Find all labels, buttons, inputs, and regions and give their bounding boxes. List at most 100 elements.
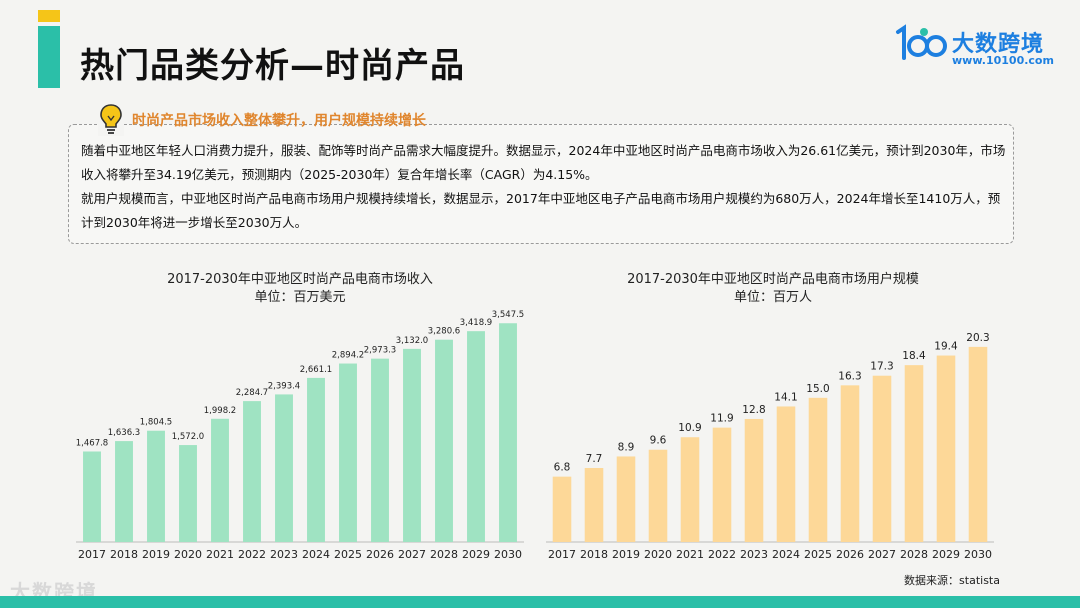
x-tick-2029: 2029	[462, 548, 490, 561]
data-label-2026: 2,973.3	[364, 346, 396, 356]
bar-2026	[840, 385, 860, 542]
bar-2030	[499, 323, 517, 542]
x-tick-2023: 2023	[270, 548, 298, 561]
bar-2018	[115, 441, 133, 542]
bar-2023	[744, 418, 764, 542]
x-tick-2019: 2019	[142, 548, 170, 561]
logo-name: 大数跨境	[952, 32, 1045, 57]
data-label-2019: 1,804.5	[140, 418, 172, 428]
x-tick-2022: 2022	[708, 548, 736, 561]
data-label-2022: 11.9	[710, 413, 733, 425]
x-tick-2027: 2027	[868, 548, 896, 561]
bar-2022	[712, 427, 732, 542]
bar-2023	[275, 394, 293, 542]
revenue-chart: 2017-2030年中亚地区时尚产品电商市场收入 单位：百万美元 1,467.8…	[70, 262, 530, 572]
bar-2021	[680, 437, 700, 542]
data-label-2018: 7.7	[586, 453, 603, 465]
data-source: 数据来源：statista	[904, 574, 1000, 587]
bar-2028	[904, 365, 924, 542]
data-label-2017: 6.8	[554, 462, 571, 474]
x-tick-2021: 2021	[206, 548, 234, 561]
highlight-subtitle: 时尚产品市场收入整体攀升，用户规模持续增长	[132, 113, 426, 129]
bar-2017	[83, 451, 101, 542]
bar-2028	[435, 339, 453, 542]
users-chart-plot: 6.8 2017 7.7 2018 8.9 2019 9.6 2020 10.9 2021 11.9…	[546, 332, 994, 561]
revenue-chart-unit: 单位：百万美元	[254, 290, 346, 305]
bar-2020	[648, 449, 668, 542]
bar-2024	[307, 377, 325, 542]
x-tick-2017: 2017	[548, 548, 576, 561]
data-label-2027: 3,132.0	[396, 336, 428, 346]
data-label-2020: 9.6	[650, 435, 667, 447]
x-tick-2026: 2026	[836, 548, 864, 561]
x-tick-2017: 2017	[78, 548, 106, 561]
accent-bar-yellow	[38, 10, 60, 22]
users-chart-unit: 单位：百万人	[733, 290, 812, 305]
bottom-strip	[0, 596, 1080, 608]
data-label-2023: 2,393.4	[268, 381, 300, 391]
page-title: 热门品类分析—时尚产品	[80, 46, 465, 86]
x-tick-2030: 2030	[964, 548, 992, 561]
x-tick-2028: 2028	[430, 548, 458, 561]
x-tick-2024: 2024	[302, 548, 330, 561]
bar-2026	[371, 358, 389, 542]
x-tick-2027: 2027	[398, 548, 426, 561]
data-label-2026: 16.3	[838, 370, 861, 382]
logo-mark-icon	[896, 24, 947, 60]
x-tick-2026: 2026	[366, 548, 394, 561]
x-tick-2023: 2023	[740, 548, 768, 561]
bar-2029	[467, 331, 485, 542]
bar-2025	[808, 397, 828, 542]
x-tick-2018: 2018	[110, 548, 138, 561]
bar-2022	[243, 401, 261, 542]
bar-2019	[616, 456, 636, 542]
users-chart: 2017-2030年中亚地区时尚产品电商市场用户规模 单位：百万人 6.8 201…	[538, 262, 1008, 572]
x-tick-2025: 2025	[804, 548, 832, 561]
data-label-2021: 1,998.2	[204, 406, 236, 416]
x-tick-2019: 2019	[612, 548, 640, 561]
logo-url: www.10100.com	[952, 54, 1054, 67]
data-label-2017: 1,467.8	[76, 438, 108, 448]
x-tick-2020: 2020	[174, 548, 202, 561]
data-label-2030: 3,547.5	[492, 310, 524, 320]
bar-2027	[872, 375, 892, 542]
brand-logo: 大数跨境 www.10100.com	[894, 22, 1054, 72]
bar-2018	[584, 467, 604, 542]
data-label-2020: 1,572.0	[172, 432, 204, 442]
x-tick-2018: 2018	[580, 548, 608, 561]
data-label-2019: 8.9	[618, 441, 635, 453]
bar-2027	[403, 348, 421, 542]
paragraph-revenue: 随着中亚地区年轻人口消费力提升，服装、配饰等时尚产品需求大幅度提升。数据显示，2…	[81, 143, 1006, 182]
bar-2020	[179, 445, 197, 542]
data-label-2028: 3,280.6	[428, 327, 460, 337]
accent-bar-teal	[38, 26, 60, 88]
data-label-2022: 2,284.7	[236, 388, 268, 398]
info-box: 随着中亚地区年轻人口消费力提升，服装、配饰等时尚产品需求大幅度提升。数据显示，2…	[68, 124, 1014, 244]
paragraph-users: 就用户规模而言，中亚地区时尚产品电商市场用户规模持续增长，数据显示，2017年中…	[81, 191, 1001, 230]
bar-2019	[147, 430, 165, 542]
x-tick-2024: 2024	[772, 548, 800, 561]
data-label-2029: 3,418.9	[460, 318, 492, 328]
data-label-2024: 14.1	[774, 391, 797, 403]
data-label-2029: 19.4	[934, 341, 958, 353]
bar-2021	[211, 418, 229, 542]
data-label-2027: 17.3	[870, 361, 893, 373]
x-tick-2021: 2021	[676, 548, 704, 561]
bar-2029	[936, 355, 956, 542]
x-tick-2028: 2028	[900, 548, 928, 561]
data-label-2024: 2,661.1	[300, 365, 332, 375]
data-label-2021: 10.9	[678, 422, 701, 434]
data-label-2030: 20.3	[966, 332, 989, 344]
x-tick-2020: 2020	[644, 548, 672, 561]
revenue-chart-title: 2017-2030年中亚地区时尚产品电商市场收入	[167, 272, 433, 287]
data-label-2018: 1,636.3	[108, 428, 140, 438]
x-tick-2025: 2025	[334, 548, 362, 561]
lightbulb-icon	[98, 102, 124, 136]
data-label-2028: 18.4	[902, 350, 926, 362]
data-label-2025: 15.0	[806, 383, 829, 395]
x-tick-2030: 2030	[494, 548, 522, 561]
x-tick-2022: 2022	[238, 548, 266, 561]
data-label-2023: 12.8	[742, 404, 765, 416]
bar-2025	[339, 363, 357, 542]
bar-2017	[552, 476, 572, 542]
